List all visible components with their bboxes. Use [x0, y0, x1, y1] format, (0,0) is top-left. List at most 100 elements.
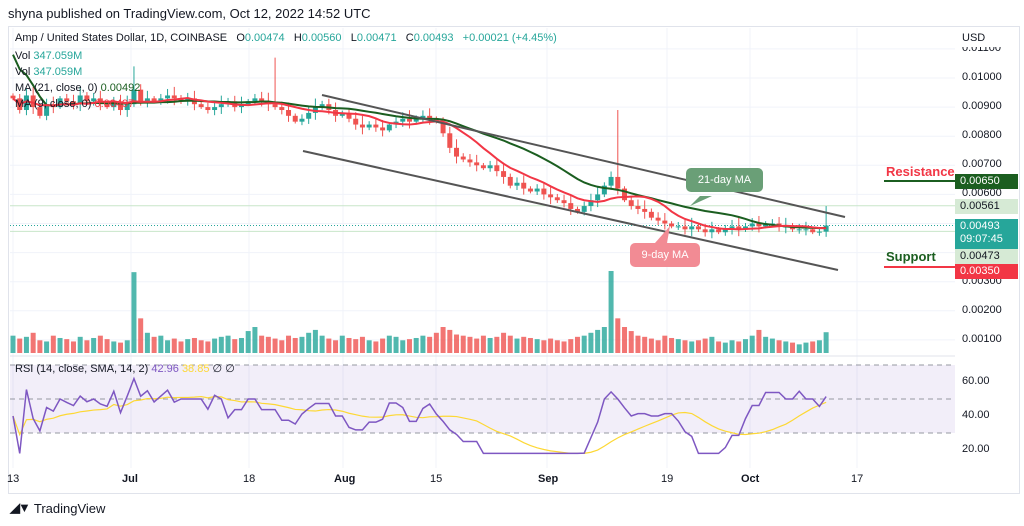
- volume-bar: [353, 339, 359, 353]
- volume-bar: [232, 339, 238, 353]
- rsi-tick: 40.00: [962, 409, 990, 421]
- volume-bar: [10, 335, 16, 353]
- volume-bar: [581, 335, 587, 353]
- chart-frame[interactable]: [8, 26, 1020, 494]
- brand-name: TradingView: [33, 500, 106, 516]
- symbol-legend[interactable]: Amp / United States Dollar, 1D, COINBASE…: [15, 32, 557, 44]
- volume-bar: [662, 335, 668, 353]
- candle-body: [158, 98, 164, 102]
- volume-bar: [312, 329, 318, 353]
- low-price-tag: 0.00473: [955, 249, 1018, 264]
- ma21-legend[interactable]: MA (21, close, 0) 0.00492: [15, 82, 140, 94]
- time-tick: 18: [243, 473, 256, 485]
- candle-body: [84, 95, 90, 102]
- candle-body: [669, 223, 675, 227]
- volume-legend[interactable]: Vol 347.059M: [15, 50, 82, 62]
- volume-bar: [440, 327, 446, 353]
- volume-bar: [816, 340, 822, 353]
- candle-body: [138, 89, 144, 102]
- rsi-label: RSI (14, close, SMA, 14, 2): [15, 363, 149, 375]
- candle-body: [339, 112, 345, 116]
- volume-bar: [514, 338, 520, 353]
- candle-body: [460, 156, 466, 160]
- candle-body: [151, 98, 157, 102]
- candle-body: [554, 197, 560, 201]
- tradingview-logo[interactable]: ◢▼ TradingView: [10, 500, 105, 516]
- volume-bar: [333, 340, 339, 353]
- candle-body: [420, 115, 426, 119]
- volume-bar: [568, 339, 574, 353]
- candle-body: [716, 229, 722, 233]
- volume-bar: [648, 338, 654, 353]
- candle-body: [373, 124, 379, 128]
- volume-bar: [23, 336, 29, 353]
- time-tick: Sep: [538, 473, 559, 485]
- rsi-value: 42.96: [151, 363, 179, 375]
- volume-bar: [57, 337, 63, 353]
- volume-bar: [702, 338, 708, 353]
- rsi-legend[interactable]: RSI (14, close, SMA, 14, 2) 42.96 38.85 …: [15, 362, 235, 375]
- volume-bar: [104, 339, 110, 353]
- candle-body: [44, 104, 50, 116]
- price-tick: 0.01000: [962, 71, 1002, 83]
- symbol-name: Amp / United States Dollar, 1D, COINBASE: [15, 32, 228, 44]
- rsi-na-1: ∅: [212, 363, 223, 375]
- candle-body: [218, 104, 224, 108]
- volume-bar: [588, 332, 594, 353]
- volume-bar: [776, 340, 782, 353]
- volume-bar: [380, 338, 386, 353]
- candle-body: [635, 206, 641, 209]
- volume-bar: [400, 340, 406, 353]
- candle-body: [10, 95, 16, 99]
- volume-bar: [601, 327, 607, 353]
- volume-bar: [769, 338, 775, 353]
- volume-bar: [689, 341, 695, 353]
- candle-body: [346, 112, 352, 119]
- candle-body: [433, 118, 439, 122]
- candle-body: [306, 112, 312, 119]
- candle-body: [131, 89, 137, 105]
- time-tick: 19: [661, 473, 674, 485]
- volume-bar: [286, 335, 292, 353]
- candle-body: [702, 229, 708, 233]
- candle-body: [272, 104, 278, 108]
- volume-bar: [218, 336, 224, 353]
- volume-bar: [494, 336, 500, 353]
- candle-body: [440, 121, 446, 134]
- ma9-legend[interactable]: MA (9, close, 0) 0.00497: [15, 98, 134, 110]
- volume-legend-2[interactable]: Vol 347.059M: [15, 66, 82, 78]
- volume-bar: [165, 340, 171, 353]
- candle-body: [541, 188, 547, 195]
- volume-bar: [810, 341, 816, 353]
- price-tick: 0.00600: [962, 187, 1002, 200]
- candle-body: [124, 104, 130, 111]
- ma21-callout: 21-day MA: [686, 168, 763, 192]
- candle-body: [212, 107, 218, 111]
- volume-bar: [319, 335, 325, 353]
- candle-body: [259, 98, 265, 102]
- rsi-sma-line: [12, 395, 827, 454]
- candle-body: [682, 226, 688, 230]
- volume-bar: [225, 335, 231, 353]
- volume-bar: [709, 336, 715, 353]
- volume-bar: [467, 336, 473, 353]
- volume-bar: [84, 340, 90, 353]
- support-annotation: Support: [886, 249, 936, 264]
- volume-bar: [238, 337, 244, 353]
- volume-bar: [655, 340, 661, 353]
- candle-body: [386, 124, 392, 131]
- volume-bar: [460, 335, 466, 353]
- candle-body: [648, 211, 654, 218]
- volume-bar: [682, 340, 688, 353]
- candle-body: [178, 98, 184, 102]
- candle-body: [736, 226, 742, 230]
- candle-body: [91, 98, 97, 102]
- candle-body: [286, 110, 292, 116]
- volume-bar: [433, 332, 439, 353]
- candle-body: [655, 217, 661, 221]
- volume-bar: [178, 341, 184, 353]
- candle-body: [279, 107, 285, 111]
- volume-bar: [427, 336, 433, 353]
- volume-bar: [521, 336, 527, 353]
